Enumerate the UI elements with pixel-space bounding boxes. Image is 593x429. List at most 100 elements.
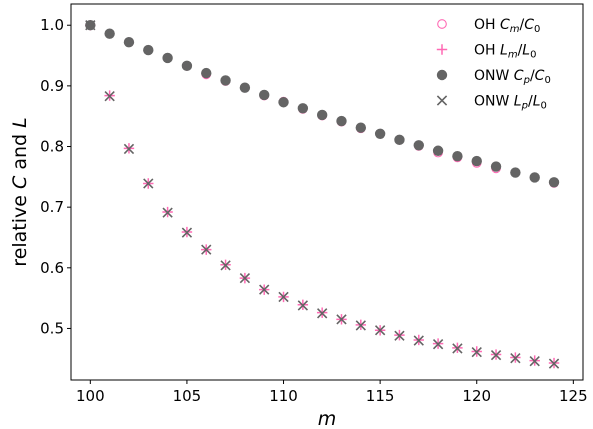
data-point-4-8 bbox=[220, 260, 231, 271]
data-point-3-7 bbox=[201, 67, 212, 79]
y-axis-label-part: and bbox=[9, 134, 31, 176]
legend-label-part: L bbox=[500, 43, 508, 59]
legend-label-part: m bbox=[508, 50, 518, 61]
data-point-3-10 bbox=[259, 89, 270, 101]
x-tick-label: 100 bbox=[76, 387, 105, 405]
data-point-3-5 bbox=[162, 52, 173, 64]
data-point-4-3 bbox=[123, 143, 135, 155]
data-point-4-20 bbox=[452, 343, 463, 354]
y-tick-label: 0.9 bbox=[40, 77, 64, 95]
legend-label-part: / bbox=[528, 94, 533, 110]
data-point-3-2 bbox=[104, 28, 115, 39]
data-point-3-8 bbox=[220, 75, 231, 86]
data-point-3-11 bbox=[278, 97, 289, 108]
data-point-4-16 bbox=[374, 325, 386, 336]
data-point-3-3 bbox=[123, 37, 135, 48]
data-point-4-23 bbox=[510, 353, 521, 364]
legend-marker-1 bbox=[437, 19, 447, 29]
data-point-3-20 bbox=[452, 151, 463, 162]
data-point-3-6 bbox=[181, 60, 193, 72]
legend-label-part: L bbox=[522, 43, 530, 59]
legend-label-part: 0 bbox=[544, 75, 550, 86]
y-axis-label-part: L bbox=[9, 117, 31, 134]
data-point-3-22 bbox=[490, 161, 502, 172]
legend-label-part: / bbox=[518, 43, 523, 59]
data-points bbox=[85, 20, 560, 369]
y-axis-label-part: relative bbox=[9, 195, 31, 267]
data-point-3-15 bbox=[355, 122, 367, 133]
legend-label-part: L bbox=[533, 94, 541, 110]
data-point-3-9 bbox=[239, 82, 251, 93]
data-point-4-5 bbox=[162, 207, 173, 218]
x-tick-label: 125 bbox=[559, 387, 588, 405]
y-tick-label: 0.5 bbox=[40, 319, 64, 337]
data-point-4-14 bbox=[336, 314, 347, 325]
data-point-4-6 bbox=[181, 227, 193, 238]
y-axis-label-part: C bbox=[9, 175, 31, 195]
data-point-4-11 bbox=[278, 291, 289, 303]
y-tick-label: 1.0 bbox=[40, 16, 64, 34]
data-point-4-24 bbox=[529, 356, 540, 367]
y-tick-label: 0.7 bbox=[40, 198, 64, 216]
data-point-4-4 bbox=[143, 178, 154, 189]
legend-label-part: / bbox=[530, 68, 535, 84]
legend-marker-3 bbox=[436, 69, 448, 81]
data-point-4-19 bbox=[432, 339, 444, 350]
data-point-4-22 bbox=[490, 349, 502, 361]
data-point-3-23 bbox=[510, 167, 521, 178]
data-point-4-9 bbox=[239, 272, 251, 284]
legend-label-part: m bbox=[510, 24, 520, 35]
x-tick-label: 115 bbox=[366, 387, 395, 405]
data-point-3-14 bbox=[336, 115, 347, 127]
data-point-3-25 bbox=[548, 177, 560, 188]
data-point-3-24 bbox=[529, 172, 540, 183]
legend-label-part: 0 bbox=[530, 50, 536, 61]
legend-label-part: L bbox=[514, 94, 522, 110]
data-point-3-12 bbox=[297, 103, 309, 114]
plot-frame bbox=[70, 3, 584, 381]
data-point-4-7 bbox=[201, 244, 212, 255]
legend-label-part: C bbox=[535, 68, 545, 84]
legend-marker-2 bbox=[436, 44, 448, 55]
plot-area bbox=[70, 3, 584, 381]
data-point-4-17 bbox=[394, 330, 405, 341]
data-point-4-18 bbox=[413, 335, 424, 346]
x-tick-label: 110 bbox=[269, 387, 298, 405]
axes: 100 105 110 115 120 125 0.5 0.6 0.7 0.8 0.9 1.0 m rel… bbox=[9, 16, 588, 429]
legend-label-part: 0 bbox=[541, 101, 547, 112]
y-tick-label: 0.8 bbox=[40, 138, 64, 156]
legend-label-part: 0 bbox=[534, 24, 540, 35]
data-point-3-18 bbox=[413, 140, 424, 151]
data-point-3-4 bbox=[143, 44, 154, 56]
legend-label-part: / bbox=[520, 17, 525, 33]
legend-label-4: ONW Lp/L0 bbox=[474, 94, 547, 112]
data-point-3-19 bbox=[432, 145, 444, 156]
data-point-4-13 bbox=[317, 308, 328, 319]
legend-label-2: OH Lm/L0 bbox=[474, 43, 536, 61]
legend-label-1: OH Cm/C0 bbox=[474, 17, 540, 35]
legend-label-part: p bbox=[521, 101, 528, 112]
legend-label-part: p bbox=[523, 75, 530, 86]
y-tick-label: 0.6 bbox=[40, 259, 64, 277]
legend-marker-4 bbox=[436, 95, 448, 106]
legend-label-part: C bbox=[500, 17, 510, 33]
data-point-4-2 bbox=[104, 91, 115, 102]
x-tick-label: 105 bbox=[173, 387, 202, 405]
legend-label-3: ONW Cp/C0 bbox=[474, 68, 551, 86]
data-point-4-1 bbox=[85, 20, 96, 31]
data-point-4-15 bbox=[355, 320, 366, 331]
data-point-3-16 bbox=[374, 128, 386, 139]
legend-label-part: OH bbox=[474, 43, 500, 59]
data-point-3-13 bbox=[316, 109, 328, 121]
data-point-3-21 bbox=[471, 155, 482, 167]
legend-label-part: ONW bbox=[474, 68, 514, 84]
data-point-3-17 bbox=[394, 134, 405, 146]
legend-label-part: C bbox=[524, 17, 534, 33]
y-axis-label: relative C and L bbox=[9, 117, 31, 266]
data-point-4-25 bbox=[548, 358, 560, 369]
data-point-4-21 bbox=[471, 346, 482, 358]
legend-label-part: ONW bbox=[474, 94, 514, 110]
x-axis-label: m bbox=[318, 408, 337, 429]
